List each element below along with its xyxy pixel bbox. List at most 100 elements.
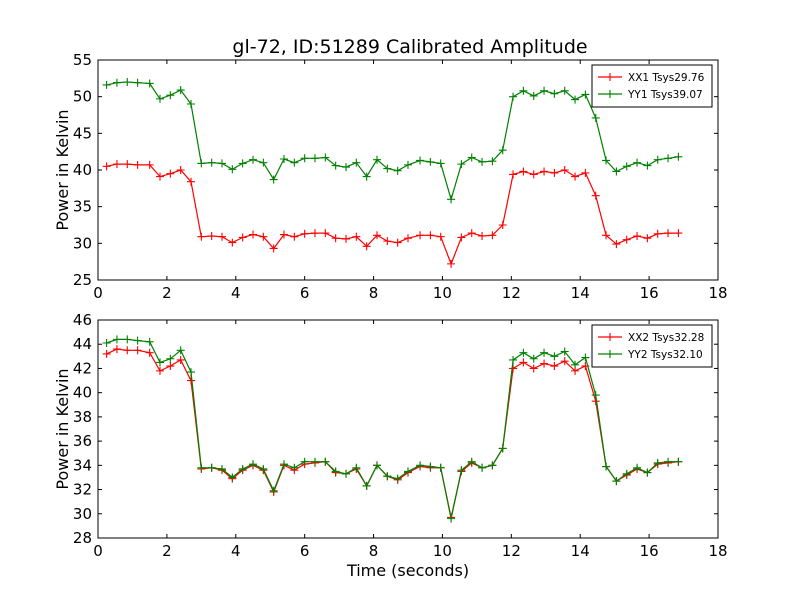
data-point-marker (622, 235, 631, 244)
data-point-marker (498, 444, 507, 453)
data-point-marker (653, 458, 662, 467)
data-point-marker (311, 154, 319, 163)
data-point-marker (643, 468, 652, 477)
data-point-marker (259, 464, 268, 473)
data-point-marker (404, 160, 412, 169)
data-point-marker (509, 364, 518, 373)
data-point-marker (331, 161, 340, 170)
legend-marker (606, 350, 614, 358)
data-point-marker (290, 232, 299, 241)
data-point-marker (550, 362, 559, 371)
y-tick-label: 44 (73, 335, 92, 353)
data-point-marker (112, 345, 121, 354)
data-point-marker (176, 86, 185, 95)
y-tick-label: 40 (73, 161, 92, 179)
y-tick-label: 36 (73, 432, 92, 450)
data-point-marker (331, 467, 340, 476)
data-point-marker (550, 89, 559, 98)
y-tick-label: 38 (73, 408, 92, 426)
data-point-marker (218, 464, 226, 473)
data-point-marker (622, 469, 631, 478)
data-point-marker (426, 231, 435, 240)
y-tick-label: 42 (73, 359, 92, 377)
data-point-marker (133, 336, 142, 345)
data-point-marker (123, 346, 132, 355)
legend-marker (606, 333, 614, 341)
data-point-marker (416, 156, 425, 165)
data-point-marker (457, 466, 466, 475)
y-tick-label: 40 (73, 384, 92, 402)
data-point-marker (426, 462, 435, 471)
data-point-marker (352, 463, 361, 472)
data-point-marker (540, 167, 549, 176)
data-point-marker (478, 157, 487, 166)
subplot-2: 0 2 4 6 8 10 12 14 16 1828303234363840424446Power… (53, 311, 728, 580)
data-point-marker (311, 229, 319, 238)
x-tick-label: 12 (502, 284, 521, 302)
data-point-marker (290, 463, 299, 472)
subplot-1: 0 2 4 6 8 10 12 14 16 18 25 30 35 40 45 50 55 Power in Ke… (53, 51, 728, 302)
data-point-marker (342, 163, 350, 172)
data-point-marker (166, 354, 175, 363)
data-point-marker (300, 154, 309, 163)
data-point-marker (166, 362, 175, 371)
data-point-marker (269, 175, 278, 184)
y-tick-label: 34 (73, 456, 92, 474)
data-point-marker (467, 229, 476, 238)
x-tick-label: 10 (433, 284, 452, 302)
data-point-marker (207, 158, 216, 167)
data-point-marker (321, 457, 330, 466)
data-point-marker (187, 368, 195, 377)
data-point-marker (187, 100, 195, 108)
data-point-marker (156, 94, 164, 103)
data-point-marker (550, 168, 559, 177)
data-point-marker (622, 162, 631, 171)
y-tick-label: 30 (73, 505, 92, 523)
data-point-marker (498, 221, 507, 229)
data-point-marker (416, 231, 425, 240)
data-point-marker (467, 457, 476, 466)
data-point-marker (383, 164, 392, 173)
y-tick-label: 50 (73, 88, 92, 106)
legend: XX1 Tsys29.76 YY1 Tsys39.07 (591, 64, 713, 108)
x-tick-label: 6 (300, 542, 310, 560)
data-point-marker (653, 155, 662, 164)
data-point-marker (197, 463, 206, 472)
data-point-marker (311, 457, 319, 466)
legend-marker (606, 73, 614, 81)
y-axis-label: Power in Kelvin (53, 368, 72, 489)
data-point-marker (664, 457, 673, 466)
data-point-marker (643, 161, 652, 170)
y-tick-label: 35 (73, 198, 92, 216)
series-2 (102, 335, 683, 523)
data-point-marker (674, 229, 683, 238)
data-point-marker (383, 472, 392, 481)
data-point-marker (133, 160, 142, 169)
legend-box (591, 64, 713, 108)
data-point-marker (457, 160, 466, 169)
data-point-marker (228, 473, 237, 482)
data-point-marker (249, 230, 257, 239)
data-point-marker (373, 231, 381, 240)
data-point-marker (176, 346, 185, 355)
data-point-marker (674, 152, 683, 161)
data-point-marker (166, 91, 175, 100)
data-point-marker (393, 474, 402, 483)
data-point-marker (529, 364, 538, 373)
legend: XX2 Tsys32.28 YY2 Tsys32.10 (591, 324, 713, 368)
legend-label: XX2 Tsys32.28 (628, 332, 704, 344)
data-point-marker (653, 229, 662, 238)
data-point-marker (218, 232, 226, 241)
data-point-marker (633, 463, 642, 472)
data-point-marker (123, 160, 132, 169)
data-point-marker (259, 232, 268, 241)
data-point-marker (102, 349, 111, 358)
data-point-marker (102, 162, 111, 171)
x-tick-label: 2 (162, 284, 172, 302)
data-point-marker (591, 113, 600, 122)
data-point-marker (238, 159, 247, 168)
data-point-marker (362, 242, 371, 251)
data-point-marker (498, 146, 507, 155)
series-1 (102, 160, 683, 268)
data-point-marker (509, 170, 518, 179)
